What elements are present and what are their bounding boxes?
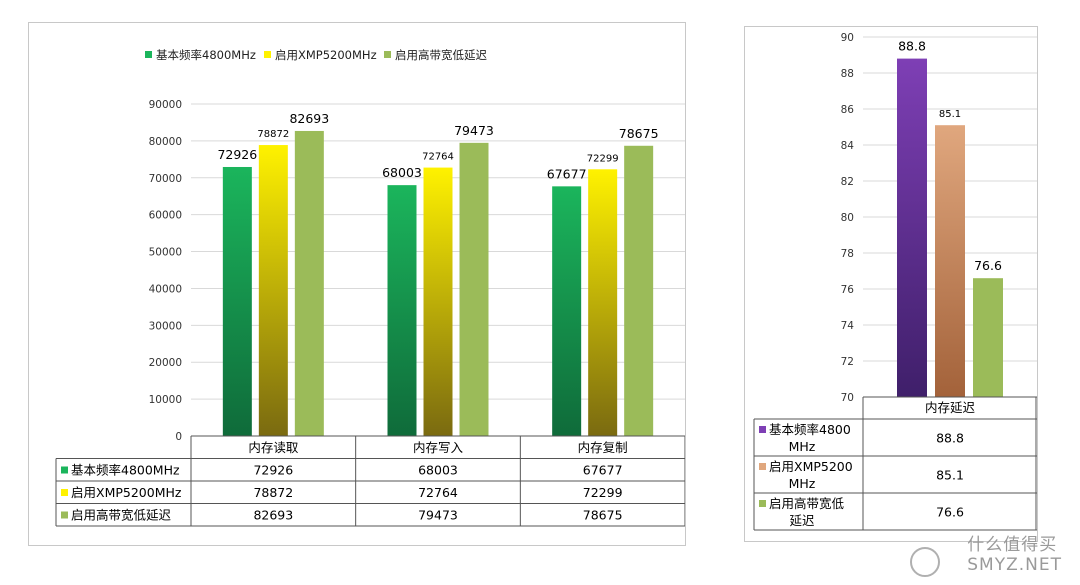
y-tick-label-r-8: 86 xyxy=(841,104,855,116)
y-tick-label-9: 90000 xyxy=(149,99,182,111)
watermark-text: 什么值得买 xyxy=(967,535,1058,555)
y-tick-label-r-0: 70 xyxy=(841,392,854,404)
data-label-2-1: 79473 xyxy=(454,123,494,138)
table-series-label-2: 启用高带宽低延迟 xyxy=(71,508,172,523)
bar-1-2 xyxy=(588,169,618,436)
y-tick-label-r-6: 82 xyxy=(841,176,854,188)
y-tick-label-r-7: 84 xyxy=(841,140,855,152)
table-cell-2-1: 79473 xyxy=(418,508,458,523)
y-tick-label-1: 10000 xyxy=(149,394,182,406)
table-r-series-label-2: 启用高带宽低 xyxy=(769,496,845,511)
watermark-logo-icon xyxy=(910,547,940,577)
table-r-swatch-1 xyxy=(759,463,766,470)
watermark: 什么值得买 SMYZ.NET xyxy=(967,530,1062,575)
bar-0-0 xyxy=(222,166,252,437)
bar-r-1 xyxy=(935,125,965,397)
latency-chart: 70 72 74 76 78 80 82 84 86 88 90 88.8 85.1 76.6 内存延迟基本… xyxy=(753,32,1037,531)
table-swatch-0 xyxy=(61,466,68,474)
data-label-0-2: 67677 xyxy=(547,166,587,181)
category-label-r-0: 内存延迟 xyxy=(925,400,976,415)
legend-swatch-0 xyxy=(145,51,152,58)
data-label-r-0: 88.8 xyxy=(898,39,926,54)
table-r-series-label2-0: MHz xyxy=(789,439,816,454)
table-cell-0-1: 68003 xyxy=(418,463,458,478)
category-label-1: 内存写入 xyxy=(413,440,464,455)
legend-swatch-2 xyxy=(384,51,391,58)
table-cell-2-2: 78675 xyxy=(583,508,623,523)
y-tick-label-r-10: 90 xyxy=(841,32,854,44)
y-tick-label-2: 20000 xyxy=(149,357,182,369)
table-cell-0-2: 67677 xyxy=(583,463,623,478)
legend-swatch-1 xyxy=(264,51,271,58)
bar-0-2 xyxy=(552,186,582,436)
legend-label-2: 启用高带宽低延迟 xyxy=(395,48,487,62)
bar-1-1 xyxy=(423,167,453,436)
throughput-chart: 基本频率4800MHz 启用XMP5200MHz 启用高带宽低延迟 0 10000 200… xyxy=(55,48,686,527)
data-label-2-2: 78675 xyxy=(619,126,659,141)
table-series-label-0: 基本频率4800MHz xyxy=(71,463,180,478)
table-swatch-1 xyxy=(61,489,68,496)
legend-label-0: 基本频率4800MHz xyxy=(156,48,256,62)
bar-2-1 xyxy=(459,142,489,436)
y-tick-label-3: 30000 xyxy=(149,320,182,332)
table-r-series-label2-2: 延迟 xyxy=(789,513,815,528)
table-cell-1-1: 72764 xyxy=(418,485,458,500)
y-tick-label-r-1: 72 xyxy=(841,356,854,368)
right-chart-panel: 70 72 74 76 78 80 82 84 86 88 90 88.8 85.1 76.6 内存延迟基本… xyxy=(744,26,1038,542)
table-r-swatch-0 xyxy=(759,426,766,433)
data-label-1-0: 78872 xyxy=(257,129,289,140)
category-label-2: 内存复制 xyxy=(578,440,628,455)
data-label-1-2: 72299 xyxy=(587,153,619,164)
y-tick-label-8: 80000 xyxy=(149,136,182,148)
y-tick-label-r-4: 78 xyxy=(841,248,854,260)
left-chart-panel: 基本频率4800MHz 启用XMP5200MHz 启用高带宽低延迟 0 10000 200… xyxy=(28,22,686,546)
table-swatch-2 xyxy=(61,511,68,519)
table-r-cell-0: 88.8 xyxy=(936,431,964,446)
data-label-r-1: 85.1 xyxy=(939,109,961,120)
bar-r-2 xyxy=(973,278,1003,397)
y-tick-label-7: 70000 xyxy=(149,173,182,185)
y-tick-label-r-3: 76 xyxy=(841,284,855,296)
y-tick-label-r-9: 88 xyxy=(841,68,854,80)
bar-1-0 xyxy=(258,145,288,436)
table-r-cell-1: 85.1 xyxy=(936,468,964,483)
table-cell-2-0: 82693 xyxy=(253,508,293,523)
y-tick-label-0: 0 xyxy=(175,431,182,443)
bar-2-0 xyxy=(294,130,324,436)
table-cell-1-0: 78872 xyxy=(253,485,293,500)
data-label-r-2: 76.6 xyxy=(974,258,1002,273)
data-label-1-1: 72764 xyxy=(422,152,454,163)
table-r-series-label-1: 启用XMP5200 xyxy=(769,459,853,474)
y-tick-label-r-2: 74 xyxy=(841,320,855,332)
y-tick-label-5: 50000 xyxy=(149,247,182,259)
watermark-sub: SMYZ.NET xyxy=(967,555,1062,575)
table-series-label-1: 启用XMP5200MHz xyxy=(71,485,182,500)
legend-label-1: 启用XMP5200MHz xyxy=(275,48,377,62)
y-tick-label-6: 60000 xyxy=(149,210,182,222)
table-cell-1-2: 72299 xyxy=(583,485,623,500)
table-r-cell-2: 76.6 xyxy=(936,505,964,520)
table-cell-0-0: 72926 xyxy=(253,463,293,478)
data-label-2-0: 82693 xyxy=(289,111,329,126)
bar-r-0 xyxy=(897,58,927,397)
table-r-series-label-0: 基本频率4800 xyxy=(769,422,851,437)
y-tick-label-4: 40000 xyxy=(149,283,182,295)
y-tick-label-r-5: 80 xyxy=(841,212,854,224)
data-label-0-1: 68003 xyxy=(382,165,422,180)
table-r-swatch-2 xyxy=(759,500,766,507)
bar-2-2 xyxy=(624,145,654,436)
table-r-series-label2-1: MHz xyxy=(789,476,816,491)
bar-0-1 xyxy=(387,185,417,436)
category-label-0: 内存读取 xyxy=(248,440,299,455)
data-label-0-0: 72926 xyxy=(217,147,257,162)
